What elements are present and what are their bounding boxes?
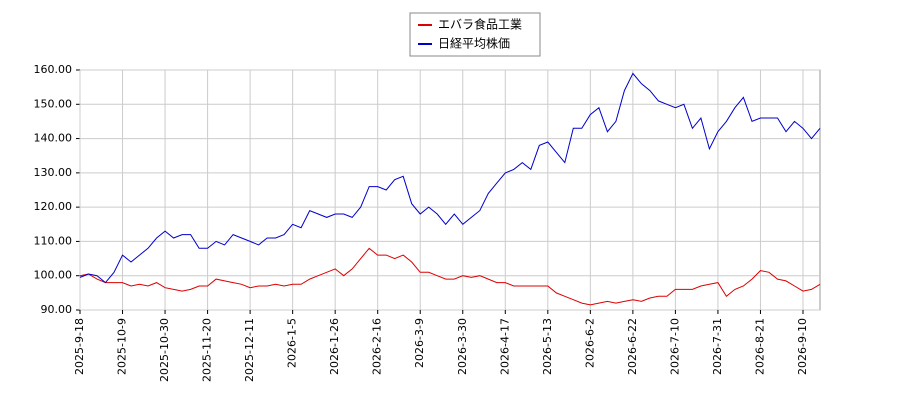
x-tick-label: 2026-1-26 — [328, 318, 341, 375]
y-tick-label: 130.00 — [34, 166, 73, 179]
x-tick-label: 2026-6-2 — [583, 318, 596, 368]
y-tick-label: 150.00 — [34, 97, 73, 110]
legend-box — [409, 12, 541, 57]
legend-label: 日経平均株価 — [438, 36, 510, 51]
plot-frame — [79, 69, 821, 311]
series-line — [79, 247, 821, 306]
x-tick-label: 2026-7-31 — [711, 318, 724, 375]
x-tick-label: 2026-3-30 — [456, 318, 469, 375]
x-tick-label: 2025-10-9 — [116, 318, 129, 375]
x-tick-label: 2026-9-10 — [796, 318, 809, 375]
x-tick-label: 2026-8-21 — [753, 318, 766, 375]
x-tick-label: 2025-11-20 — [201, 318, 214, 382]
legend-label: エバラ食品工業 — [438, 17, 522, 32]
x-tick-label: 2026-2-16 — [371, 318, 384, 375]
x-tick-label: 2026-4-17 — [498, 318, 511, 375]
x-tick-label: 2025-10-30 — [158, 318, 171, 382]
x-tick-label: 2026-3-9 — [413, 318, 426, 368]
y-tick-label: 90.00 — [41, 303, 73, 316]
x-tick-label: 2025-9-18 — [73, 318, 86, 375]
x-tick-label: 2026-6-22 — [626, 318, 639, 375]
x-tick-label: 2026-1-5 — [286, 318, 299, 368]
x-tick-label: 2025-12-11 — [243, 318, 256, 382]
y-tick-label: 110.00 — [34, 234, 73, 247]
y-tick-label: 120.00 — [34, 200, 73, 213]
x-tick-label: 2026-7-10 — [668, 318, 681, 375]
y-tick-label: 100.00 — [34, 269, 73, 282]
x-tick-label: 2026-5-13 — [541, 318, 554, 375]
series-line — [79, 72, 821, 284]
y-tick-label: 160.00 — [34, 63, 73, 76]
y-tick-label: 140.00 — [34, 132, 73, 145]
